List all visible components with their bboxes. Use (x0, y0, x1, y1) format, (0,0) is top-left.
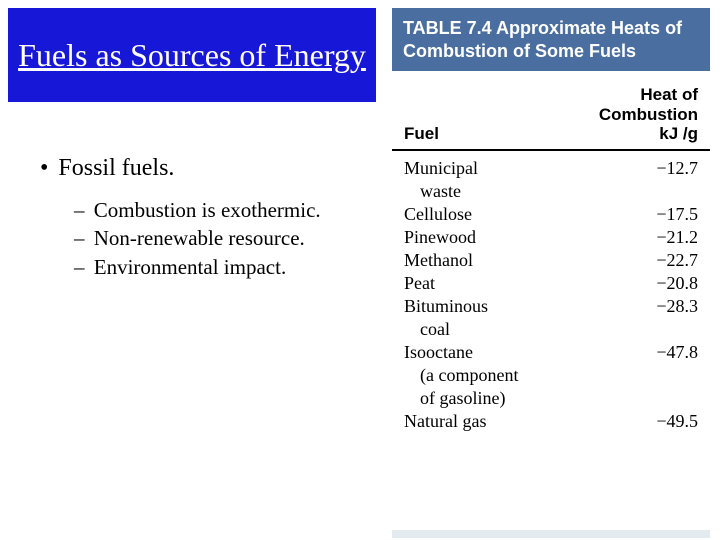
slide-title: Fuels as Sources of Energy (18, 36, 366, 74)
col-header-fuel: Fuel (404, 85, 564, 144)
table-row: Pinewood −21.2 (404, 226, 698, 249)
fuel-cell: Cellulose (404, 203, 574, 226)
table-row: Cellulose −17.5 (404, 203, 698, 226)
col2-line2: Combustion (599, 105, 698, 124)
fuel-line2: coal (420, 318, 574, 341)
table-row: Bituminous coal −28.3 (404, 295, 698, 341)
fuel-line1: Municipal (404, 158, 478, 178)
col-header-heat: Heat of Combustion kJ /g (564, 85, 698, 144)
table-row: Isooctane (a component of gasoline) −47.… (404, 341, 698, 410)
table-column-headers: Fuel Heat of Combustion kJ /g (392, 71, 710, 151)
fuel-cell: Natural gas (404, 410, 574, 433)
fuel-cell: Municipal waste (404, 157, 574, 203)
heat-value: −21.2 (574, 226, 698, 249)
fuel-line1: Isooctane (404, 342, 473, 362)
heat-value: −49.5 (574, 410, 698, 433)
sub-bullet-1: Non-renewable resource. (74, 224, 380, 252)
fuel-cell: Pinewood (404, 226, 574, 249)
fuel-cell: Bituminous coal (404, 295, 574, 341)
table-caption: TABLE 7.4 Approximate Heats of Combustio… (392, 8, 710, 71)
heat-value: −12.7 (574, 157, 698, 180)
fuel-line2: waste (420, 180, 574, 203)
fuel-line2: (a component (420, 364, 574, 387)
table-row: Methanol −22.7 (404, 249, 698, 272)
sub-bullet-2: Environmental impact. (74, 253, 380, 281)
heat-value: −20.8 (574, 272, 698, 295)
sub-bullet-list: Combustion is exothermic. Non-renewable … (74, 196, 380, 281)
fuel-cell: Methanol (404, 249, 574, 272)
fuel-cell: Isooctane (a component of gasoline) (404, 341, 574, 410)
heat-value: −17.5 (574, 203, 698, 226)
sub-bullet-0: Combustion is exothermic. (74, 196, 380, 224)
heat-value: −28.3 (574, 295, 698, 318)
title-bar: Fuels as Sources of Energy (8, 8, 376, 102)
fuel-line3: of gasoline) (420, 387, 574, 410)
content-left: Fossil fuels. Combustion is exothermic. … (40, 155, 380, 281)
table-body: Municipal waste −12.7 Cellulose −17.5 Pi… (392, 151, 710, 439)
heat-value: −22.7 (574, 249, 698, 272)
col2-line3: kJ /g (659, 124, 698, 143)
heat-value: −47.8 (574, 341, 698, 364)
fuel-line1: Bituminous (404, 296, 488, 316)
fuel-cell: Peat (404, 272, 574, 295)
col2-line1: Heat of (640, 85, 698, 104)
table-bottom-accent (392, 530, 710, 538)
table-row: Natural gas −49.5 (404, 410, 698, 433)
table-row: Municipal waste −12.7 (404, 157, 698, 203)
main-bullet: Fossil fuels. (40, 155, 380, 182)
table-row: Peat −20.8 (404, 272, 698, 295)
combustion-table: TABLE 7.4 Approximate Heats of Combustio… (392, 8, 710, 439)
